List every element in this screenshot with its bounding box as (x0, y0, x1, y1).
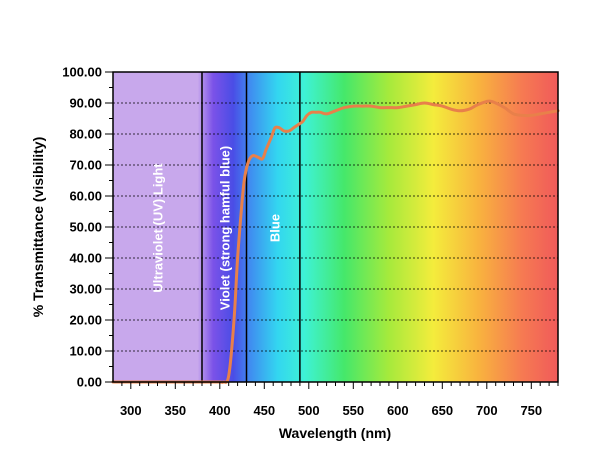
y-axis-ticks: 0.00 10.00 20.00 30.00 40.00 50.00 60.00 70.00 8… (62, 65, 113, 390)
y-tick-label-8: 80.00 (69, 127, 102, 142)
y-tick-label-0: 0.00 (77, 375, 102, 390)
x-tick-label-8: 700 (476, 403, 498, 418)
y-tick-label-10: 100.00 (62, 65, 102, 80)
uv-region-label: Ultraviolet (UV) Light (151, 163, 166, 293)
plot-area (113, 72, 558, 382)
x-axis-label: Wavelength (nm) (279, 425, 391, 441)
y-tick-label-6: 60.00 (69, 189, 102, 204)
y-tick-label-3: 30.00 (69, 282, 102, 297)
x-tick-label-5: 550 (342, 403, 364, 418)
x-tick-label-9: 750 (520, 403, 542, 418)
region-labels: Ultraviolet (UV) Light Violet (strong ham… (151, 146, 283, 310)
x-tick-label-2: 400 (209, 403, 231, 418)
y-tick-label-5: 50.00 (69, 220, 102, 235)
series-layer (111, 99, 560, 384)
x-tick-label-3: 450 (253, 403, 275, 418)
blue-region-label: Blue (268, 214, 283, 242)
x-axis-ticks: 300 350 400 450 500 550 600 650 700 750 (120, 382, 559, 418)
series-line-0 (111, 99, 560, 384)
x-tick-label-0: 300 (120, 403, 142, 418)
x-tick-label-4: 500 (298, 403, 320, 418)
violet-region-label: Violet (strong hamful blue) (217, 146, 232, 310)
y-tick-label-4: 40.00 (69, 251, 102, 266)
y-tick-label-2: 20.00 (69, 313, 102, 328)
y-axis-label: % Transmittance (visibility) (30, 137, 46, 318)
y-tick-label-7: 70.00 (69, 158, 102, 173)
x-tick-label-1: 350 (164, 403, 186, 418)
y-tick-label-9: 90.00 (69, 96, 102, 111)
x-tick-label-7: 650 (431, 403, 453, 418)
x-tick-label-6: 600 (387, 403, 409, 418)
y-tick-label-1: 10.00 (69, 344, 102, 359)
